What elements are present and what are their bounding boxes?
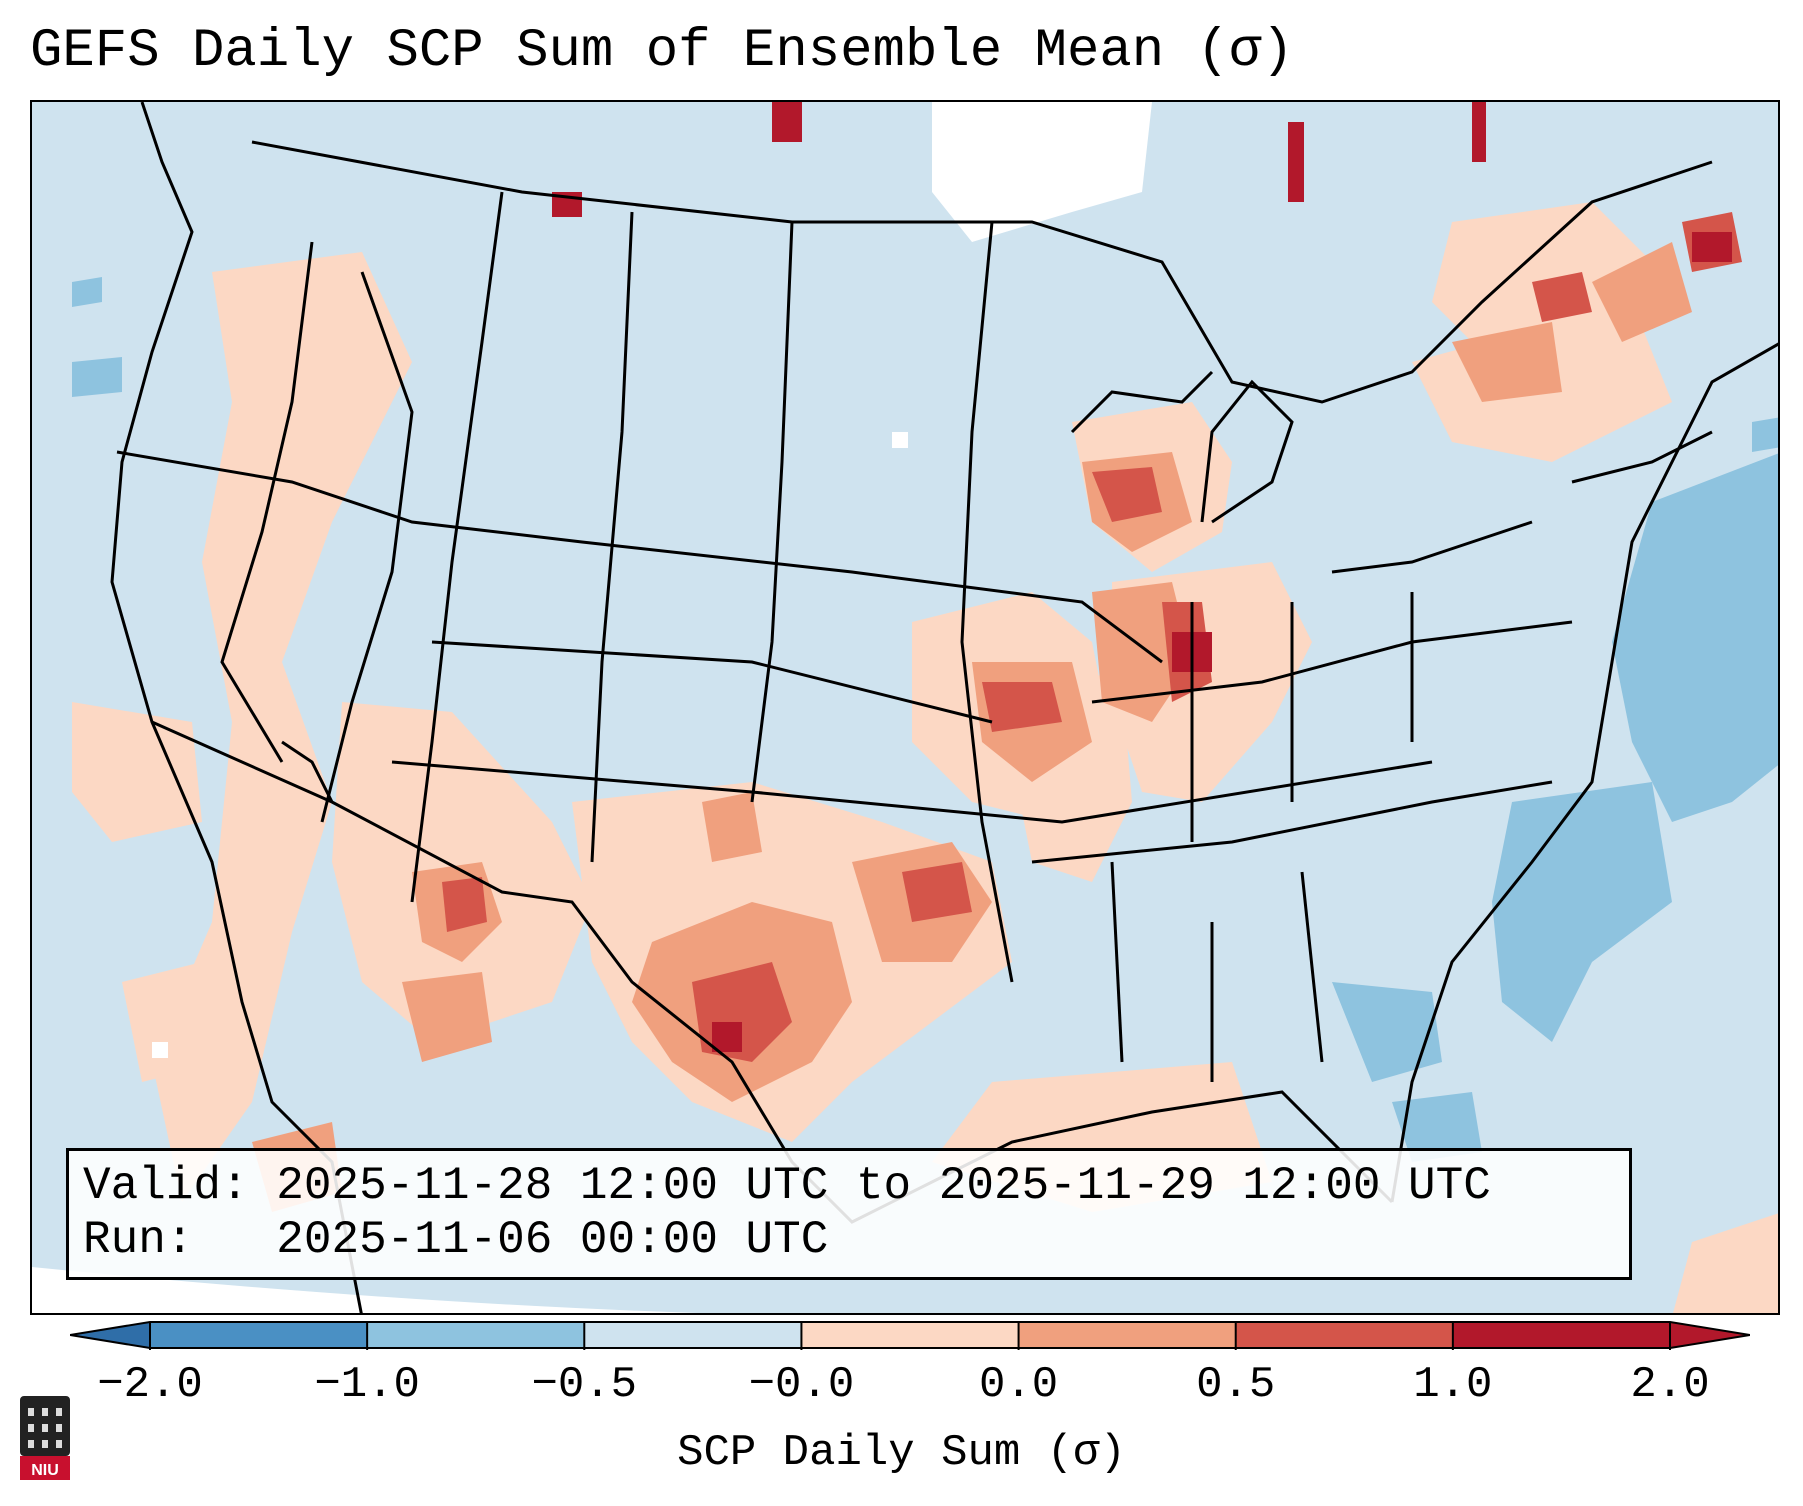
st-lawrence (1571, 430, 1713, 484)
colorbar-tick-label: −0.5 (531, 1360, 638, 1410)
central-line-1 (116, 450, 1163, 664)
colorbar-tick-label: −1.0 (314, 1360, 420, 1410)
map-panel (30, 100, 1780, 1315)
anomaly-neutral (152, 102, 1152, 1058)
colorbar-tick-label: 0.5 (1196, 1360, 1276, 1410)
colorbar-tick-label: −2.0 (97, 1360, 203, 1410)
state-line-c (590, 211, 634, 863)
run-label: Run: (83, 1214, 194, 1266)
colorbar-tick-label: 0.0 (978, 1360, 1059, 1410)
atlantic-coast (1390, 342, 1778, 1203)
state-line-h (1031, 780, 1553, 864)
colorbar-tick-label: 2.0 (1630, 1360, 1710, 1410)
lake-michigan (1200, 379, 1294, 524)
state-line-e (960, 221, 1014, 983)
chart-title: GEFS Daily SCP Sum of Ensemble Mean (σ) (30, 21, 1294, 82)
valid-row: Valid: 2025-11-28 12:00 UTC to 2025-11-2… (83, 1159, 1629, 1213)
colorbar-extend-low (70, 1322, 150, 1348)
anomaly-moderate-negative (72, 277, 1778, 1162)
colorbar-segment (1235, 1322, 1454, 1348)
colorbar-label: SCP Daily Sum (σ) (677, 1428, 1126, 1478)
run-row: Run: 2025-11-06 00:00 UTC (83, 1213, 1629, 1267)
niu-logo: NIU (20, 1396, 70, 1480)
valid-label: Valid: (83, 1160, 249, 1212)
baja-coast (281, 740, 334, 803)
run-value: 2025-11-06 00:00 UTC (276, 1214, 829, 1266)
anomaly-extreme-positive (552, 102, 1732, 1052)
lake-superior (1070, 370, 1214, 434)
northern-border (251, 140, 1713, 404)
colorbar-segment (1452, 1322, 1671, 1348)
colorbar-segment (801, 1322, 1020, 1348)
projection-edge (32, 1267, 698, 1313)
state-line-l (1110, 861, 1124, 1063)
pacific-coast (110, 102, 363, 1313)
state-line-g (391, 760, 1433, 824)
colorbar (70, 1321, 1750, 1350)
colorbar-segments (150, 1322, 1671, 1348)
lake-erie (1331, 520, 1533, 574)
valid-value: 2025-11-28 12:00 UTC to 2025-11-29 12:00… (276, 1160, 1491, 1212)
anomaly-map (32, 102, 1778, 1313)
state-line-a (320, 271, 414, 823)
validity-info-box: Valid: 2025-11-28 12:00 UTC to 2025-11-2… (66, 1148, 1632, 1280)
colorbar-segment (584, 1322, 802, 1348)
colorbar-segment (367, 1322, 585, 1348)
colorbar-extend-high (1670, 1322, 1750, 1348)
logo-text: NIU (31, 1462, 59, 1479)
state-line-i (1091, 620, 1573, 704)
colorbar-tick-label: 1.0 (1413, 1360, 1493, 1410)
state-line-f (431, 640, 993, 724)
state-line-b (410, 191, 504, 903)
state-line-d (750, 221, 794, 803)
colorbar-segment (150, 1322, 368, 1348)
state-line-k (1300, 871, 1324, 1063)
colorbar-tick-label: −0.0 (748, 1360, 855, 1410)
west-interior-line (220, 241, 314, 763)
colorbar-segment (1018, 1322, 1237, 1348)
